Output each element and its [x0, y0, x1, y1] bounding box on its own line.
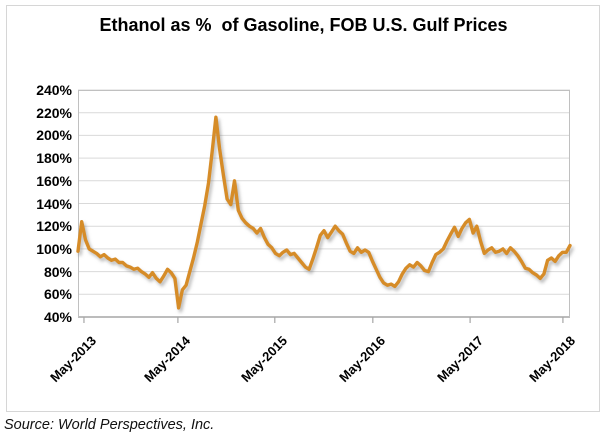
y-axis-label: 180%: [36, 150, 72, 167]
y-axis-label: 220%: [36, 104, 72, 121]
source-note: Source: World Perspectives, Inc.: [4, 417, 215, 433]
y-axis-label: 60%: [43, 286, 72, 303]
y-axis-label: 240%: [36, 82, 72, 98]
y-axis-label: 40%: [43, 309, 72, 325]
plot-area: [76, 89, 572, 323]
ethanol-line-series: [76, 115, 572, 310]
y-axis-label: 200%: [36, 127, 72, 144]
y-axis-label: 160%: [36, 172, 72, 189]
y-axis-label: 140%: [36, 195, 72, 212]
y-axis-label: 120%: [36, 218, 72, 235]
y-axis-label: 80%: [43, 263, 72, 280]
y-axis-label: 100%: [36, 240, 72, 257]
chart-frame: [6, 5, 600, 412]
chart-title: Ethanol as % of Gasoline, FOB U.S. Gulf …: [99, 15, 508, 35]
